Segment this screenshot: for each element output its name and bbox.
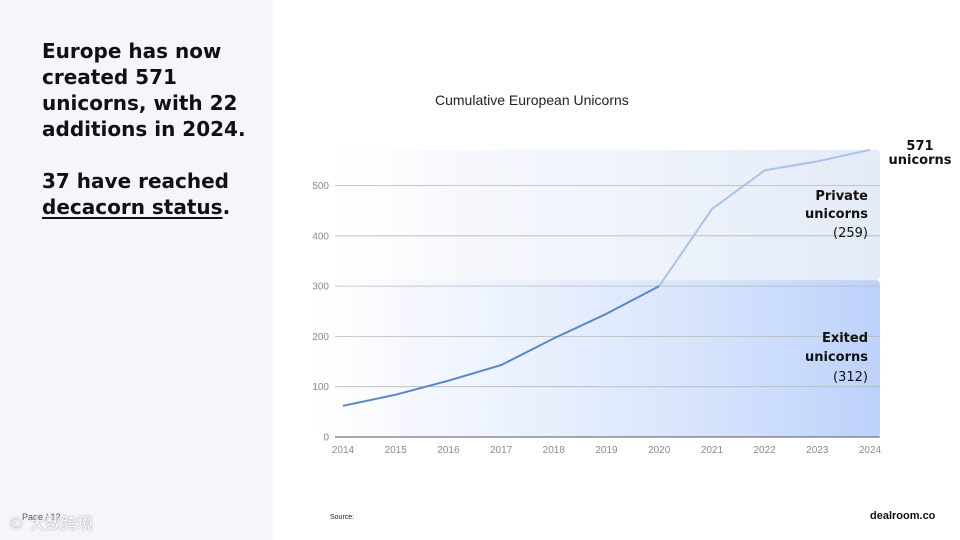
brand-logo: dealroom.co <box>870 510 936 522</box>
total-label: unicorns <box>888 153 951 168</box>
x-tick-2020: 2020 <box>648 445 671 456</box>
x-tick-2014: 2014 <box>332 445 355 456</box>
exited-band <box>290 280 880 437</box>
private-band <box>290 149 880 281</box>
headline: Europe has now created 571 unicorns, wit… <box>42 38 262 220</box>
headline-line1: Europe has now created 571 unicorns, wit… <box>42 39 246 141</box>
x-tick-2018: 2018 <box>543 445 566 456</box>
annotations: 571unicornsPrivateunicorns(259)Exiteduni… <box>805 139 952 385</box>
total-value: 571 <box>906 139 933 154</box>
left-panel <box>0 0 273 540</box>
source-label: Source: <box>330 514 355 521</box>
private-count: (259) <box>833 226 868 241</box>
private-label-line1: Private <box>815 189 868 204</box>
decacorn-link: decacorn status <box>42 195 223 219</box>
exited-label-line2: unicorns <box>805 350 868 365</box>
headline-line2-prefix: 37 have reached <box>42 169 229 193</box>
private-label-line2: unicorns <box>805 207 868 222</box>
x-tick-2022: 2022 <box>753 445 776 456</box>
x-tick-2023: 2023 <box>806 445 829 456</box>
x-tick-2015: 2015 <box>385 445 408 456</box>
gridlines <box>335 185 880 438</box>
series-line <box>342 148 871 407</box>
headline-line2-suffix: . <box>222 195 231 219</box>
headline-line2: 37 have reached decacorn status. <box>42 168 262 220</box>
segment-bands <box>290 149 880 437</box>
y-tick-400: 400 <box>312 231 329 242</box>
y-tick-200: 200 <box>312 332 329 343</box>
x-tick-2024: 2024 <box>859 445 882 456</box>
exited-label-line1: Exited <box>822 331 868 346</box>
page-number: Page / 12 <box>22 512 61 522</box>
y-tick-0: 0 <box>323 433 329 444</box>
x-axis: 2014 2015 2016 2017 2018 2019 2020 2021 2022 2023… <box>332 445 882 456</box>
chart-title: Cumulative European Unicorns <box>435 92 629 108</box>
watermark: © 大数跨境 <box>8 514 94 533</box>
x-tick-2016: 2016 <box>437 445 460 456</box>
exited-count: (312) <box>833 370 868 385</box>
x-tick-2017: 2017 <box>490 445 513 456</box>
x-tick-2019: 2019 <box>595 445 618 456</box>
y-tick-500: 500 <box>312 181 329 192</box>
y-axis: 0 100 200 300 400 500 <box>312 181 329 444</box>
y-tick-100: 100 <box>312 382 329 393</box>
y-tick-300: 300 <box>312 282 329 293</box>
x-tick-2021: 2021 <box>701 445 724 456</box>
